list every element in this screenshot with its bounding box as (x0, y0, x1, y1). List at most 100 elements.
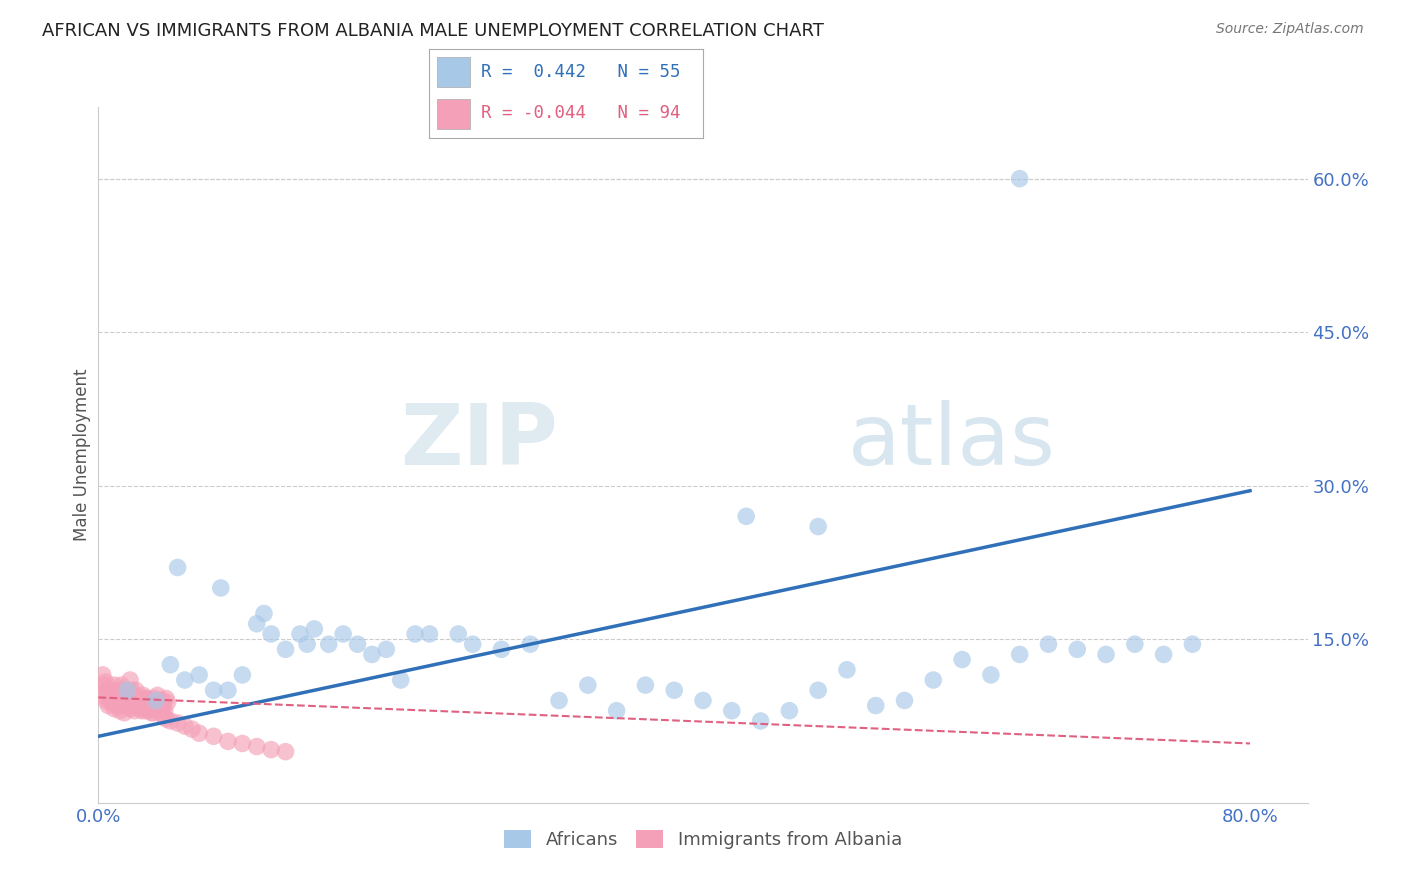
Point (94, 693, 117, 707)
Point (288, 627, 311, 641)
Point (101, 691, 124, 706)
Point (131, 704, 153, 718)
Point (97, 689, 120, 703)
Point (100, 691, 122, 706)
Point (361, 648, 384, 662)
Point (231, 736, 253, 750)
Point (129, 701, 152, 715)
Text: Source: ZipAtlas.com: Source: ZipAtlas.com (1216, 22, 1364, 37)
Point (139, 698, 162, 713)
Point (447, 627, 470, 641)
Point (111, 683, 134, 698)
Point (159, 657, 181, 672)
Text: atlas: atlas (848, 400, 1056, 483)
Point (155, 712, 177, 726)
Point (461, 637, 484, 651)
Point (692, 693, 714, 707)
Point (1066, 642, 1088, 657)
Y-axis label: Male Unemployment: Male Unemployment (73, 368, 91, 541)
Point (980, 668, 1002, 682)
Point (104, 683, 127, 698)
Point (375, 642, 398, 657)
Point (114, 696, 136, 710)
Point (865, 698, 887, 713)
Point (231, 668, 253, 682)
Point (404, 627, 426, 641)
Point (260, 742, 283, 756)
Point (634, 678, 657, 692)
Point (1038, 637, 1060, 651)
Point (124, 704, 146, 718)
Point (304, 622, 326, 636)
Point (143, 691, 166, 706)
Point (1008, 171, 1031, 186)
Point (146, 689, 169, 703)
Point (418, 627, 440, 641)
Point (188, 668, 211, 682)
Point (98, 689, 121, 703)
Point (104, 693, 127, 707)
Point (93, 678, 115, 692)
Point (127, 698, 149, 713)
Point (150, 693, 173, 707)
Point (114, 691, 136, 706)
Point (146, 698, 169, 713)
Point (519, 637, 541, 651)
Point (159, 714, 181, 728)
Point (125, 683, 148, 698)
Point (108, 704, 131, 718)
FancyBboxPatch shape (437, 99, 470, 129)
Point (112, 693, 135, 707)
Point (1008, 648, 1031, 662)
Point (548, 693, 571, 707)
Point (136, 691, 159, 706)
Point (132, 689, 155, 703)
Point (111, 698, 134, 713)
Point (103, 678, 125, 692)
Point (120, 673, 142, 687)
Point (807, 519, 830, 533)
Point (98, 691, 121, 706)
Point (149, 704, 172, 718)
Point (121, 683, 143, 698)
Text: AFRICAN VS IMMIGRANTS FROM ALBANIA MALE UNEMPLOYMENT CORRELATION CHART: AFRICAN VS IMMIGRANTS FROM ALBANIA MALE … (42, 22, 824, 40)
Point (145, 696, 167, 710)
Point (778, 704, 800, 718)
Point (664, 683, 686, 698)
FancyBboxPatch shape (437, 57, 470, 87)
Point (110, 696, 132, 710)
Point (295, 637, 318, 651)
Point (152, 698, 174, 713)
Point (96, 683, 118, 698)
Point (246, 616, 269, 631)
Point (105, 698, 128, 713)
Point (107, 689, 129, 703)
Point (129, 698, 152, 713)
Point (576, 678, 599, 692)
Point (152, 708, 174, 723)
Point (274, 642, 297, 657)
Point (173, 673, 195, 687)
Point (125, 691, 148, 706)
Point (138, 696, 160, 710)
Point (260, 627, 283, 641)
Point (103, 701, 125, 715)
Point (749, 714, 772, 728)
Point (94, 675, 117, 690)
Point (166, 716, 188, 731)
Point (153, 704, 176, 718)
Point (491, 642, 513, 657)
Point (108, 693, 131, 707)
Point (128, 698, 150, 713)
Point (115, 698, 138, 713)
Point (166, 560, 188, 574)
Point (132, 693, 155, 707)
Point (217, 734, 239, 748)
Point (127, 696, 149, 710)
Point (181, 722, 204, 736)
Point (1181, 637, 1204, 651)
Point (835, 663, 858, 677)
Point (188, 726, 211, 740)
Point (122, 689, 145, 703)
Point (135, 701, 157, 715)
